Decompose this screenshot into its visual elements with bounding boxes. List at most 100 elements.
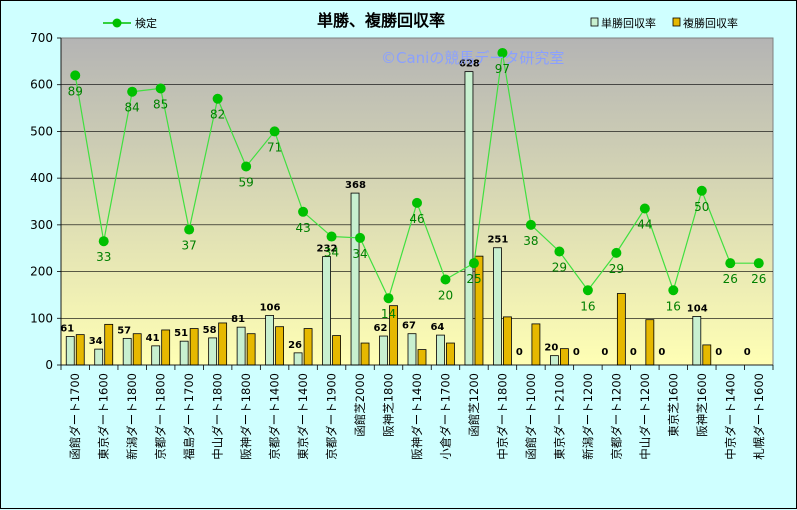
bar-fukusho	[702, 344, 712, 366]
y-tick-label: 700	[30, 31, 53, 45]
line-point	[668, 285, 679, 296]
y-axis: 0 100 200 300 400 500 600 700	[30, 31, 62, 372]
bar-fukusho	[531, 323, 541, 366]
bar-value-label: 0	[658, 347, 665, 358]
category-label: 京都ダート1400	[268, 373, 282, 460]
gridlines	[61, 84, 773, 319]
category-label: 阪神芝1600	[695, 373, 709, 437]
line-point	[440, 274, 451, 285]
line-value-label: 50	[694, 200, 709, 214]
bar-tansho	[436, 334, 445, 366]
line-point	[212, 93, 223, 104]
category-label: 新潟ダート1200	[581, 373, 595, 460]
line-value-label: 38	[523, 234, 538, 248]
line-value-label: 29	[609, 262, 624, 276]
line-point	[98, 236, 109, 247]
category-label: 東京ダート1600	[97, 373, 111, 460]
bar-fukusho	[616, 293, 626, 366]
bar-value-label: 0	[715, 347, 722, 358]
y-tick-label: 400	[30, 171, 53, 185]
legend-bar2-label: 複勝回収率	[683, 16, 738, 30]
legend: 検定 単勝回収率 複勝回収率	[103, 16, 738, 30]
line-value-label: 26	[723, 272, 738, 286]
bar-fukusho	[104, 323, 114, 366]
bar-value-label: 20	[544, 343, 558, 354]
line-point	[525, 219, 536, 230]
bar-value-label: 0	[573, 347, 580, 358]
bar-fukusho	[360, 342, 370, 366]
category-label: 新潟ダート1800	[125, 373, 139, 460]
line-point	[127, 86, 138, 97]
bar-tansho	[550, 355, 559, 366]
bar-value-label: 57	[117, 325, 131, 336]
legend-bar2-swatch	[672, 17, 681, 27]
bar-fukusho	[161, 329, 171, 366]
bar-value-label: 0	[516, 347, 523, 358]
bar-fukusho	[503, 316, 512, 366]
line-value-label: 46	[409, 212, 424, 226]
bar-tansho	[179, 340, 189, 366]
bar-value-label: 26	[288, 340, 302, 351]
line-point	[184, 224, 195, 235]
y-tick-label: 200	[30, 265, 53, 279]
line-point	[355, 232, 366, 243]
bar-tansho	[151, 345, 161, 366]
bar-value-label: 58	[203, 325, 217, 336]
line-point	[725, 258, 736, 269]
bar-value-label: 51	[174, 328, 188, 339]
category-label: 函館ダート1700	[68, 373, 82, 460]
bar-value-label: 0	[601, 347, 608, 358]
category-label: 中山ダート1200	[638, 373, 652, 460]
bar-fukusho	[446, 342, 455, 366]
line-value-label: 20	[438, 289, 453, 303]
bar-tansho	[350, 192, 360, 366]
bar-value-label: 34	[89, 336, 103, 347]
category-label: 阪神芝1800	[382, 373, 396, 437]
line-value-label: 97	[495, 62, 510, 76]
category-label: 京都ダート1800	[154, 373, 168, 460]
line-value-label: 43	[295, 221, 310, 235]
bar-fukusho	[303, 328, 313, 366]
bar-value-label: 251	[487, 235, 508, 246]
line-point	[753, 258, 764, 269]
bar-tansho	[265, 315, 275, 366]
legend-line-label: 検定	[135, 16, 157, 30]
y-tick-label: 600	[30, 78, 53, 92]
line-value-label: 16	[666, 299, 681, 313]
chart-title: 単勝、複勝回収率	[317, 11, 445, 30]
bar-value-label: 106	[260, 302, 281, 313]
y-tick-label: 500	[30, 124, 53, 138]
bar-fukusho	[189, 328, 199, 366]
bar-value-label: 628	[459, 59, 480, 70]
bar-tansho	[65, 336, 75, 366]
line-value-label: 85	[153, 97, 168, 111]
legend-line-marker	[112, 18, 122, 28]
bar-tansho	[464, 71, 474, 366]
legend-bar1-label: 単勝回収率	[601, 16, 656, 30]
category-label: 福島ダート1700	[182, 373, 196, 460]
line-point	[70, 70, 81, 81]
category-label: 中京ダート1800	[495, 373, 509, 460]
data-labels: 61 34 57 41 51 58 81 106 26 232 368 62 67 64 628 251 0 20…	[60, 59, 766, 358]
bar-fukusho	[275, 326, 285, 366]
bar-tansho	[379, 335, 388, 366]
bar-fukusho	[417, 349, 427, 366]
bar-value-label: 81	[231, 314, 245, 325]
line-series	[70, 47, 764, 304]
category-label: 京都ダート1900	[325, 373, 339, 460]
bar-fukusho	[560, 348, 569, 366]
line-value-label: 82	[210, 108, 225, 122]
line-point	[468, 258, 479, 269]
bar-tansho	[692, 316, 702, 366]
category-label: 阪神ダート1800	[239, 373, 253, 460]
category-label: 函館芝2000	[353, 373, 367, 437]
bars	[65, 71, 712, 366]
line-point	[497, 47, 508, 58]
bar-fukusho	[132, 333, 142, 366]
line-point	[298, 206, 309, 217]
line-value-label: 34	[352, 247, 367, 261]
line-value-label: 59	[238, 175, 253, 189]
bar-fukusho	[645, 319, 655, 366]
bar-value-label: 67	[402, 321, 416, 332]
